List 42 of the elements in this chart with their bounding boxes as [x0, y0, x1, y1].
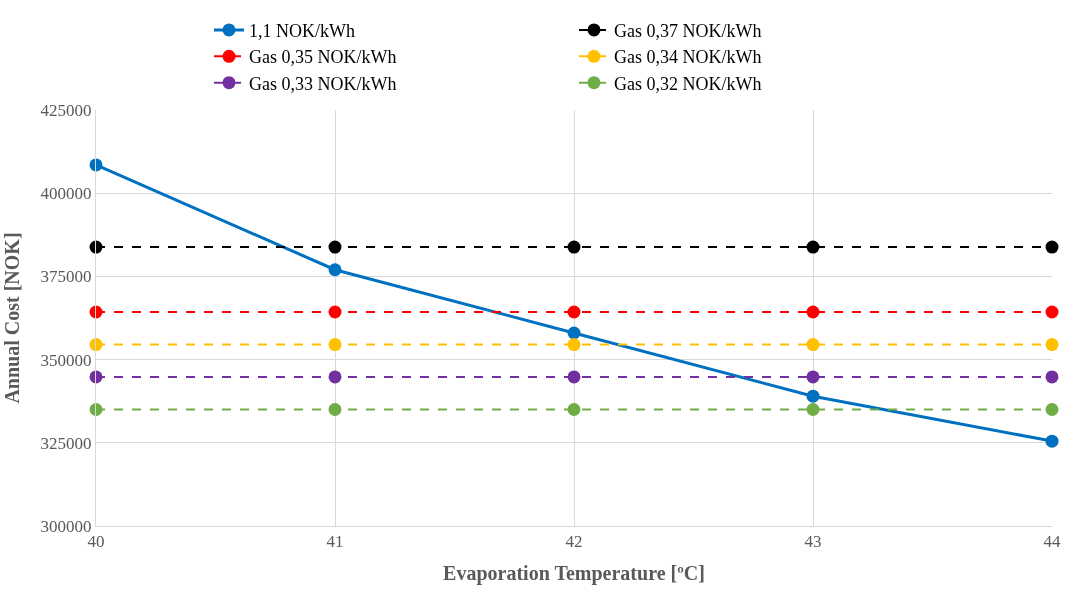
point [328, 370, 342, 384]
point [567, 338, 581, 352]
point [1045, 403, 1059, 417]
point [567, 370, 581, 384]
point [806, 403, 820, 417]
point [328, 240, 342, 254]
y-axis-title: Annual Cost [NOK] [1, 232, 24, 404]
point [567, 403, 581, 417]
x-tick-label: 44 [1043, 532, 1061, 552]
point [328, 338, 342, 352]
legend-label: Gas 0,33 NOK/kWh [249, 73, 397, 94]
point [328, 263, 342, 277]
y-tick-label: 325000 [40, 433, 92, 453]
point [1045, 305, 1059, 319]
y-tick-label: 350000 [40, 350, 92, 370]
point [567, 326, 581, 340]
point [1045, 338, 1059, 352]
point [89, 403, 103, 417]
point [567, 240, 581, 254]
legend-label: Gas 0,37 NOK/kWh [614, 20, 762, 41]
point [567, 305, 581, 319]
point [1045, 240, 1059, 254]
point [1045, 370, 1059, 384]
point [328, 305, 342, 319]
point [806, 305, 820, 319]
legend-label: Gas 0,34 NOK/kWh [614, 47, 762, 68]
y-tick-label: 400000 [40, 184, 92, 204]
legend-label: Gas 0,35 NOK/kWh [249, 47, 397, 68]
point [328, 403, 342, 417]
x-tick-label: 41 [326, 532, 344, 552]
point [806, 389, 820, 403]
point [1045, 434, 1059, 448]
y-tick-label: 425000 [40, 100, 92, 120]
legend-label: 1,1 NOK/kWh [249, 20, 355, 41]
x-tick-label: 42 [565, 532, 583, 552]
point [806, 338, 820, 352]
x-tick-label: 43 [804, 532, 822, 552]
point [806, 240, 820, 254]
x-axis-title: Evaporation Temperature [ºC] [443, 561, 705, 585]
legend-label: Gas 0,32 NOK/kWh [614, 73, 762, 94]
point [806, 370, 820, 384]
y-tick-label: 375000 [40, 267, 92, 287]
